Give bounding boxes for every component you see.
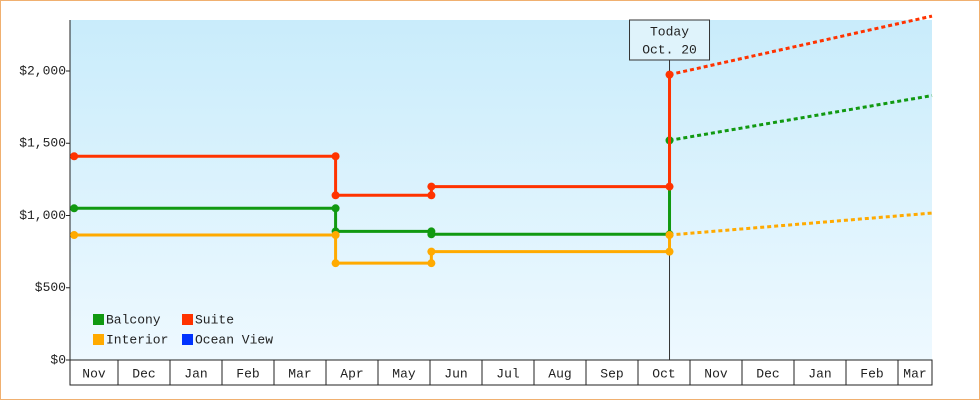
point <box>70 152 79 161</box>
x-tick-cell <box>897 359 933 386</box>
point <box>70 204 79 213</box>
x-tick-cell <box>221 359 275 386</box>
x-tick-label: May <box>392 366 416 381</box>
point <box>427 247 436 256</box>
forecast-line <box>669 211 933 237</box>
x-tick-label: Dec <box>132 366 155 381</box>
x-tick-cell <box>117 359 171 386</box>
x-tick-label: Feb <box>236 366 259 381</box>
point <box>665 182 674 191</box>
legend-swatch <box>93 334 104 345</box>
x-tick-cell <box>533 359 587 386</box>
y-tick-label: $2,000 <box>19 63 66 78</box>
point <box>665 247 674 256</box>
y-tick-label: $0 <box>50 352 66 367</box>
legend-label: Suite <box>195 312 234 327</box>
x-tick-label: Feb <box>860 366 883 381</box>
x-tick-label: Aug <box>548 366 571 381</box>
legend-swatch <box>182 314 193 325</box>
x-tick-cell <box>169 359 223 386</box>
point <box>331 152 340 161</box>
x-tick-label: Sep <box>600 366 623 381</box>
x-tick-label: Mar <box>288 366 311 381</box>
y-tick-label: $1,500 <box>19 136 66 151</box>
x-tick-cell <box>689 359 743 386</box>
x-tick-label: Nov <box>82 366 106 381</box>
x-tick-label: Oct <box>652 366 675 381</box>
legend-swatch <box>93 314 104 325</box>
forecast-line <box>669 94 933 142</box>
x-tick-cell <box>637 359 691 386</box>
plot-area <box>70 20 932 360</box>
point <box>70 231 79 240</box>
x-tick-label: Jan <box>184 366 207 381</box>
y-tick-label: $500 <box>35 280 66 295</box>
x-tick-label: Dec <box>756 366 779 381</box>
x-tick-cell <box>845 359 899 386</box>
today-label: Oct. 20 <box>642 42 697 57</box>
point <box>427 259 436 268</box>
point <box>331 191 340 200</box>
point <box>331 259 340 268</box>
x-tick-label: Jan <box>808 366 831 381</box>
y-tick-label: $1,000 <box>19 208 66 223</box>
x-tick-cell <box>429 359 483 386</box>
x-tick-cell <box>273 359 327 386</box>
x-tick-label: Jul <box>496 366 520 381</box>
legend-label: Balcony <box>106 312 161 327</box>
point <box>331 231 340 240</box>
x-tick-label: Jun <box>444 366 467 381</box>
legend-label: Ocean View <box>195 332 273 347</box>
legend-label: Interior <box>106 332 168 347</box>
x-tick-cell <box>69 359 119 386</box>
point <box>427 182 436 191</box>
x-tick-label: Mar <box>903 366 926 381</box>
point <box>331 204 340 213</box>
point <box>427 191 436 200</box>
point <box>427 230 436 239</box>
forecast-line <box>669 14 933 77</box>
today-label: Today <box>650 24 689 39</box>
legend-swatch <box>182 334 193 345</box>
x-tick-cell <box>793 359 847 386</box>
today-box <box>629 19 711 61</box>
x-tick-label: Nov <box>704 366 728 381</box>
x-tick-label: Apr <box>340 366 363 381</box>
